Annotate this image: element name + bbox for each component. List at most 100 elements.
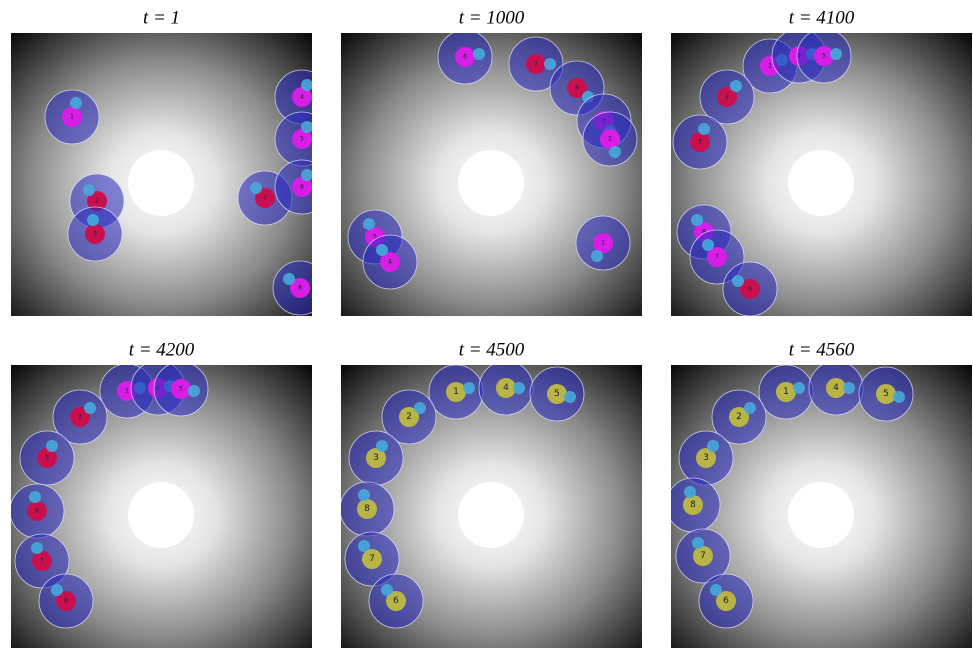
agent-label: 8 <box>298 285 302 292</box>
agent: 8 <box>273 261 327 315</box>
agent-sensor <box>843 382 855 394</box>
agent-label: 1 <box>783 387 789 397</box>
panel-title: t = 4100 <box>789 7 855 28</box>
agent: 2 <box>583 112 637 166</box>
panel-title: t = 4560 <box>789 339 855 360</box>
agent-sensor <box>283 273 295 285</box>
agent-label: 7 <box>715 254 719 261</box>
agent-label: 4 <box>388 259 392 266</box>
agent: 6 <box>438 30 492 84</box>
light-source <box>128 482 194 548</box>
panel: 14523876 <box>340 361 642 648</box>
light-source <box>128 150 194 216</box>
agent: 4 <box>363 235 417 289</box>
agent-sensor <box>376 244 388 256</box>
agent-label: 5 <box>554 389 560 399</box>
agent-label: 3 <box>93 231 97 238</box>
agent: 5 <box>530 367 584 421</box>
agent-label: 8 <box>35 508 39 515</box>
agent-label: 2 <box>608 136 612 143</box>
agent-sensor <box>698 123 710 135</box>
agent-sensor <box>830 48 842 60</box>
agent-label: 1 <box>125 388 129 395</box>
agent-sensor <box>70 97 82 109</box>
agent-label: 2 <box>725 94 729 101</box>
agent-label: 8 <box>575 85 579 92</box>
agent-label: 8 <box>690 500 696 510</box>
light-source <box>458 482 524 548</box>
agent-label: 7 <box>534 61 538 68</box>
agent: 3 <box>673 115 727 169</box>
agent-sensor <box>744 402 756 414</box>
agent-label: 5 <box>179 386 183 393</box>
agent-sensor <box>564 391 576 403</box>
panel: 67832154 <box>341 30 642 316</box>
agent: 5 <box>154 362 208 416</box>
agent-sensor <box>544 58 556 70</box>
agent: 6 <box>723 262 777 316</box>
agent: 3 <box>349 431 403 485</box>
agent-sensor <box>188 385 200 397</box>
agent: 6 <box>369 574 423 628</box>
agent: 5 <box>797 29 851 83</box>
agent-label: 1 <box>768 63 772 70</box>
light-source <box>788 150 854 216</box>
agent: 8 <box>666 478 720 532</box>
agent-sensor <box>730 80 742 92</box>
agent-label: 6 <box>748 286 752 293</box>
agent-label: 7 <box>263 195 267 202</box>
agent: 3 <box>20 431 74 485</box>
agent-label: 1 <box>453 387 459 397</box>
agent-sensor <box>46 440 58 452</box>
agent-sensor <box>591 250 603 262</box>
light-source <box>458 150 524 216</box>
agent-label: 1 <box>601 240 605 247</box>
agent-sensor <box>414 402 426 414</box>
agent: 6 <box>275 160 329 214</box>
agent-sensor <box>87 214 99 226</box>
agent-sensor <box>691 214 703 226</box>
agent: 1 <box>45 90 99 144</box>
agent-label: 3 <box>698 139 702 146</box>
agent-label: 3 <box>45 455 49 462</box>
agent-sensor <box>732 275 744 287</box>
agent-label: 8 <box>364 504 370 514</box>
agent-sensor <box>301 169 313 181</box>
agent-sensor <box>473 48 485 60</box>
light-source <box>788 482 854 548</box>
agent-sensor <box>51 584 63 596</box>
agent-label: 4 <box>833 383 839 393</box>
agent-sensor <box>684 486 696 498</box>
agent-label: 6 <box>723 596 729 606</box>
agent-label: 7 <box>40 558 44 565</box>
panel: 1 4 5 23 8 7 6 <box>666 361 972 648</box>
agent-sensor <box>29 491 41 503</box>
agent: 6 <box>39 574 93 628</box>
agent-sensor <box>31 542 43 554</box>
agent-label: 5 <box>883 389 889 399</box>
panel-title: t = 4200 <box>129 339 195 360</box>
agent-sensor <box>358 540 370 552</box>
agent-sensor <box>893 391 905 403</box>
agent: 1 <box>429 365 483 419</box>
panel-title: t = 4500 <box>459 339 525 360</box>
agent: 5 <box>275 112 329 166</box>
agent-sensor <box>301 79 313 91</box>
agent-label: 6 <box>463 54 467 61</box>
agent-sensor <box>376 440 388 452</box>
agent-label: 2 <box>736 412 742 422</box>
agent-label: 6 <box>300 184 304 191</box>
agent-label: 5 <box>300 136 304 143</box>
agent-label: 2 <box>78 414 82 421</box>
agent-label: 7 <box>700 551 706 561</box>
agent-sensor <box>381 584 393 596</box>
agent-sensor <box>358 489 370 501</box>
agent-sensor <box>702 239 714 251</box>
agent: 3 <box>679 431 733 485</box>
agent-sensor <box>710 584 722 596</box>
agent-label: 3 <box>373 453 379 463</box>
panel: 14523876 <box>671 29 972 316</box>
agent-sensor <box>609 146 621 158</box>
